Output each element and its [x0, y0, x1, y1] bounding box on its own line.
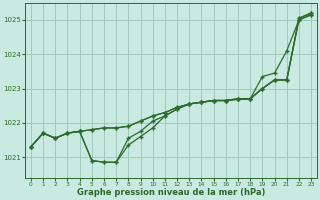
- X-axis label: Graphe pression niveau de la mer (hPa): Graphe pression niveau de la mer (hPa): [77, 188, 265, 197]
